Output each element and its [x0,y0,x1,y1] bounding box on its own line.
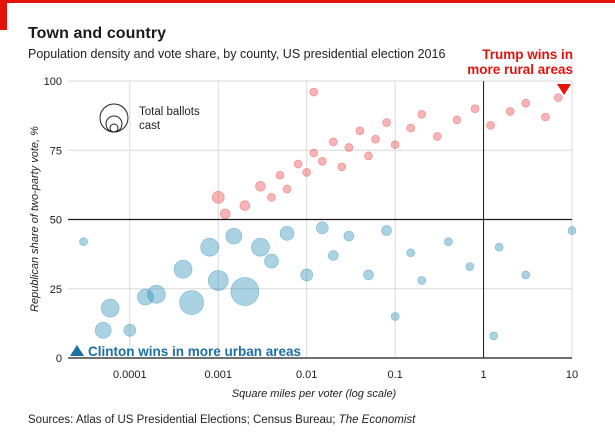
triangle-up-icon [70,345,84,356]
data-point-trump [486,121,495,130]
chart-title: Town and country [28,25,167,42]
data-point-clinton [94,321,112,339]
data-point-trump [219,208,231,220]
series-trump [211,87,563,220]
clinton-annotation: Clinton wins in more urban areas [88,344,301,359]
data-point-trump [317,157,327,166]
data-point-trump [382,118,391,127]
data-point-trump [329,137,338,147]
data-point-trump [417,109,427,119]
data-point-clinton [381,225,392,236]
legend-label-line1: Total ballots [139,106,200,118]
y-axis-title: Republican share of two-party vote, % [29,126,41,312]
axes [68,81,572,359]
y-tick-label: 0 [56,353,62,365]
data-point-trump [255,180,266,192]
data-point-clinton [200,237,219,257]
series-clinton [79,221,577,341]
triangle-down-icon [557,84,571,95]
data-point-clinton [363,269,374,281]
data-point-clinton [137,288,154,306]
data-point-trump [239,200,251,211]
y-tick-label: 50 [50,215,62,227]
source-publisher: The Economist [338,414,416,426]
x-axis-title: Square miles per voter (log scale) [232,388,397,400]
data-point-clinton [123,323,137,337]
data-point-trump [470,104,480,113]
data-point-clinton [147,284,166,304]
y-tick-label: 75 [50,145,62,157]
red-tab [0,0,7,30]
data-point-trump [364,151,373,161]
data-point-trump [337,162,347,172]
y-tick-label: 100 [44,76,62,88]
x-tick-label: 0.01 [296,369,317,381]
data-point-trump [452,115,462,125]
chart-subtitle: Population density and vote share, by co… [28,47,446,61]
data-point-clinton [251,237,270,257]
data-point-clinton [489,331,498,341]
data-point-clinton [406,248,415,258]
legend-circle-large [99,103,129,133]
data-point-trump [521,98,531,108]
data-point-trump [554,93,563,102]
data-point-trump [275,170,285,180]
trump-annotation-line1: Trump wins in [482,47,573,62]
top-rule [0,0,615,3]
data-point-trump [211,191,225,204]
data-point-clinton [179,290,204,315]
data-point-clinton [567,226,577,235]
size-legend: Total ballots cast [99,103,200,133]
data-point-clinton [230,277,260,306]
data-point-clinton [173,260,193,279]
data-point-clinton [79,237,88,246]
legend-circle-small [109,123,119,133]
data-point-trump [355,126,365,136]
trump-annotation-line2: more rural areas [467,62,573,77]
data-point-trump [390,140,400,150]
x-tick-label: 0.1 [387,369,402,381]
data-point-trump [344,143,354,152]
x-tick-label: 10 [566,369,578,381]
data-point-clinton [100,298,120,318]
data-point-clinton [444,237,453,246]
data-point-clinton [207,270,229,291]
data-point-clinton [494,242,504,252]
data-point-trump [541,112,550,122]
source-text: Sources: Atlas of US Presidential Electi… [28,414,339,426]
data-point-clinton [521,270,531,280]
data-point-clinton [390,312,400,321]
data-point-trump [309,87,318,97]
data-point-trump [293,159,303,169]
data-point-clinton [225,227,243,245]
data-point-trump [282,184,292,194]
data-point-trump [302,168,311,177]
source-note: Sources: Atlas of US Presidential Electi… [28,414,415,426]
data-point-trump [371,134,380,144]
data-point-clinton [465,262,475,271]
data-point-clinton [343,230,355,242]
legend-label-line2: cast [139,120,161,132]
data-point-clinton [328,250,339,261]
data-point-clinton [417,276,427,285]
x-tick-label: 1 [481,369,487,381]
data-point-clinton [315,221,329,235]
data-point-clinton [300,268,313,282]
data-point-trump [406,123,415,133]
data-point-clinton [264,253,279,269]
y-tick-label: 25 [50,284,62,296]
data-point-trump [433,132,442,141]
data-point-trump [267,193,276,202]
data-point-trump [505,107,515,116]
data-point-trump [309,148,318,158]
x-tick-label: 0.0001 [113,369,147,381]
x-tick-label: 0.001 [204,369,232,381]
data-point-clinton [279,226,295,241]
